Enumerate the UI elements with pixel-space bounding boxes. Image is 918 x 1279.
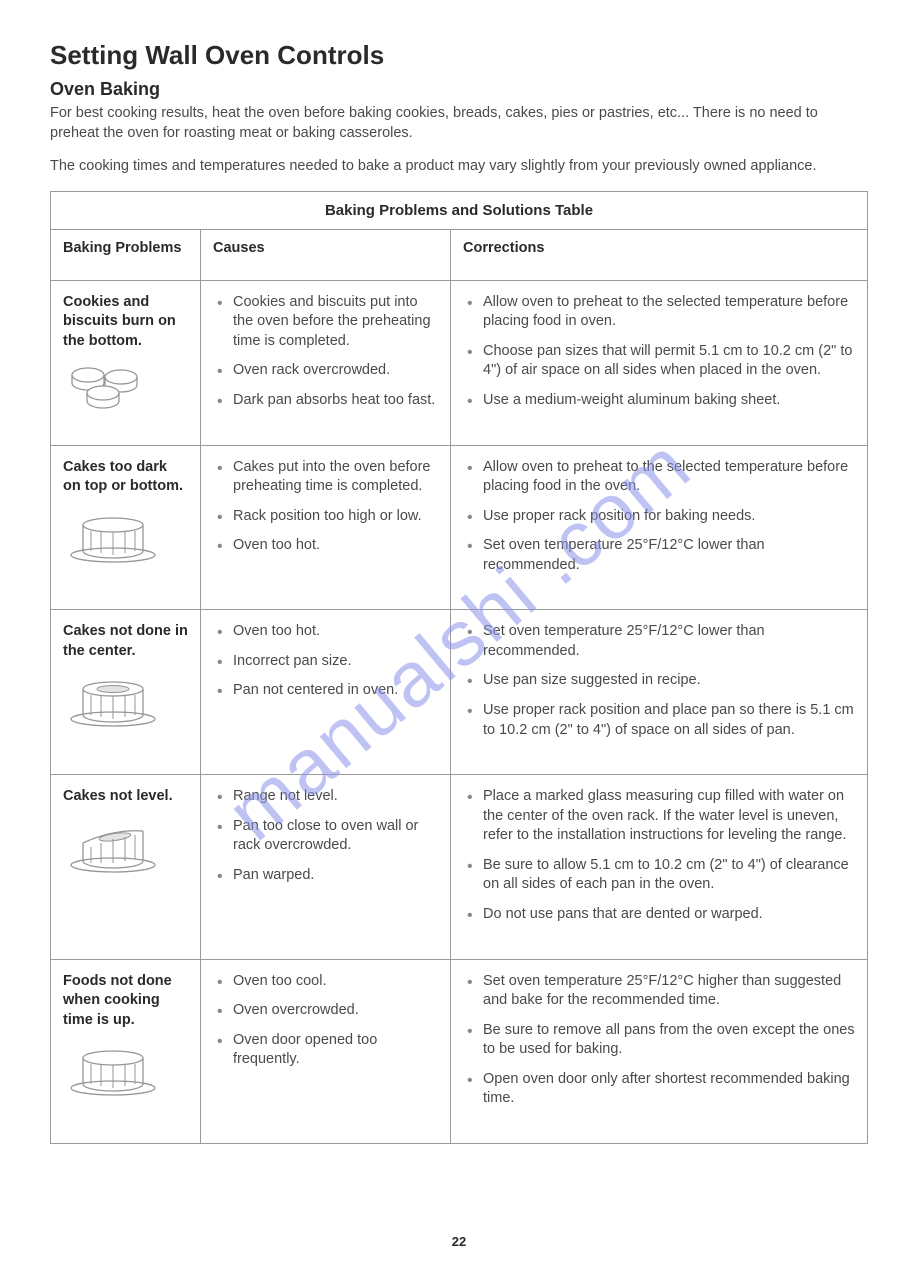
section-subheading: Oven Baking	[50, 79, 868, 100]
problem-cell: Cakes not level.	[51, 775, 201, 959]
list-item: Set oven temperature 25°F/12°C higher th…	[463, 972, 855, 1011]
list-item: Cookies and biscuits put into the oven b…	[213, 293, 438, 352]
causes-cell: Range not level. Pan too close to oven wa…	[201, 775, 451, 959]
cake-uneven-icon	[63, 815, 188, 882]
col-header-corrections: Corrections	[451, 229, 868, 280]
problem-label: Cookies and biscuits burn on the bottom.	[63, 293, 188, 352]
list-item: Use proper rack position for baking need…	[463, 507, 855, 527]
list-item: Do not use pans that are dented or warpe…	[463, 905, 855, 925]
list-item: Oven too hot.	[213, 536, 438, 556]
list-item: Oven too hot.	[213, 622, 438, 642]
corrections-cell: Allow oven to preheat to the selected te…	[451, 445, 868, 610]
list-item: Range not level.	[213, 787, 438, 807]
list-item: Cakes put into the oven before preheatin…	[213, 458, 438, 497]
list-item: Set oven temperature 25°F/12°C lower tha…	[463, 536, 855, 575]
cake-icon	[63, 505, 188, 572]
list-item: Allow oven to preheat to the selected te…	[463, 293, 855, 332]
list-item: Place a marked glass measuring cup fille…	[463, 787, 855, 846]
list-item: Incorrect pan size.	[213, 652, 438, 672]
list-item: Be sure to allow 5.1 cm to 10.2 cm (2" t…	[463, 856, 855, 895]
table-row: Cakes not level. Range not level. Pan too…	[51, 775, 868, 959]
list-item: Pan too close to oven wall or rack overc…	[213, 817, 438, 856]
causes-cell: Cookies and biscuits put into the oven b…	[201, 280, 451, 445]
table-header-row: Baking Problems Causes Corrections	[51, 229, 868, 280]
baking-problems-table: Baking Problems and Solutions Table Baki…	[50, 191, 868, 1144]
problem-cell: Cookies and biscuits burn on the bottom.	[51, 280, 201, 445]
list-item: Be sure to remove all pans from the oven…	[463, 1021, 855, 1060]
corrections-list: Allow oven to preheat to the selected te…	[463, 458, 855, 576]
corrections-cell: Allow oven to preheat to the selected te…	[451, 280, 868, 445]
table-caption: Baking Problems and Solutions Table	[50, 191, 868, 229]
cake-notdone-icon	[63, 1038, 188, 1105]
problem-label: Cakes too dark on top or bottom.	[63, 458, 188, 497]
problem-cell: Cakes not done in the center.	[51, 610, 201, 775]
list-item: Pan warped.	[213, 866, 438, 886]
causes-cell: Oven too cool. Oven overcrowded. Oven door…	[201, 959, 451, 1143]
table-row: Cookies and biscuits burn on the bottom.…	[51, 280, 868, 445]
corrections-cell: Set oven temperature 25°F/12°C higher th…	[451, 959, 868, 1143]
list-item: Oven rack overcrowded.	[213, 361, 438, 381]
page-number: 22	[50, 1234, 868, 1249]
intro-paragraph-2: The cooking times and temperatures neede…	[50, 157, 868, 177]
intro-paragraph-1: For best cooking results, heat the oven …	[50, 104, 868, 143]
causes-list: Cookies and biscuits put into the oven b…	[213, 293, 438, 411]
list-item: Open oven door only after shortest recom…	[463, 1070, 855, 1109]
list-item: Pan not centered in oven.	[213, 681, 438, 701]
col-header-problems: Baking Problems	[51, 229, 201, 280]
causes-cell: Oven too hot. Incorrect pan size. Pan not …	[201, 610, 451, 775]
causes-list: Oven too hot. Incorrect pan size. Pan not …	[213, 622, 438, 701]
problem-cell: Cakes too dark on top or bottom.	[51, 445, 201, 610]
causes-list: Range not level. Pan too close to oven wa…	[213, 787, 438, 885]
causes-list: Cakes put into the oven before preheatin…	[213, 458, 438, 556]
table-row: Foods not done when cooking time is up. …	[51, 959, 868, 1143]
list-item: Dark pan absorbs heat too fast.	[213, 391, 438, 411]
page-title: Setting Wall Oven Controls	[50, 40, 868, 71]
cake-underdone-icon	[63, 669, 188, 736]
cookies-icon	[63, 359, 188, 416]
corrections-list: Place a marked glass measuring cup fille…	[463, 787, 855, 924]
col-header-causes: Causes	[201, 229, 451, 280]
list-item: Set oven temperature 25°F/12°C lower tha…	[463, 622, 855, 661]
list-item: Use pan size suggested in recipe.	[463, 671, 855, 691]
table-row: Cakes not done in the center. Oven too h…	[51, 610, 868, 775]
table-row: Cakes too dark on top or bottom. Cakes p…	[51, 445, 868, 610]
list-item: Allow oven to preheat to the selected te…	[463, 458, 855, 497]
problem-cell: Foods not done when cooking time is up.	[51, 959, 201, 1143]
corrections-cell: Place a marked glass measuring cup fille…	[451, 775, 868, 959]
causes-cell: Cakes put into the oven before preheatin…	[201, 445, 451, 610]
list-item: Oven overcrowded.	[213, 1001, 438, 1021]
problem-label: Cakes not level.	[63, 787, 188, 807]
corrections-list: Set oven temperature 25°F/12°C lower tha…	[463, 622, 855, 740]
list-item: Use proper rack position and place pan s…	[463, 701, 855, 740]
list-item: Use a medium-weight aluminum baking shee…	[463, 391, 855, 411]
corrections-list: Set oven temperature 25°F/12°C higher th…	[463, 972, 855, 1109]
causes-list: Oven too cool. Oven overcrowded. Oven door…	[213, 972, 438, 1070]
corrections-list: Allow oven to preheat to the selected te…	[463, 293, 855, 411]
problem-label: Cakes not done in the center.	[63, 622, 188, 661]
list-item: Oven door opened too frequently.	[213, 1031, 438, 1070]
list-item: Rack position too high or low.	[213, 507, 438, 527]
list-item: Oven too cool.	[213, 972, 438, 992]
corrections-cell: Set oven temperature 25°F/12°C lower tha…	[451, 610, 868, 775]
list-item: Choose pan sizes that will permit 5.1 cm…	[463, 342, 855, 381]
problem-label: Foods not done when cooking time is up.	[63, 972, 188, 1031]
